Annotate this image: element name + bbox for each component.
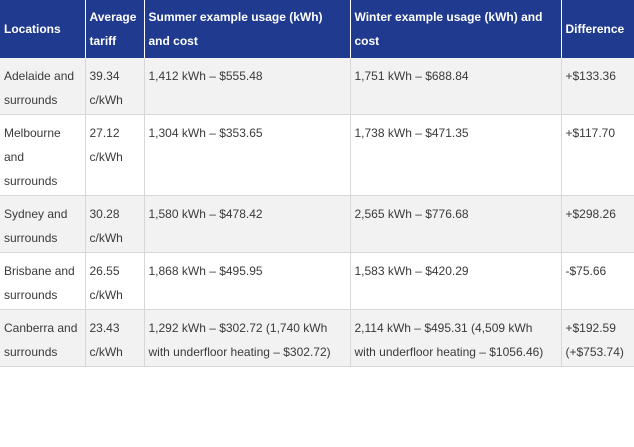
table-row: Brisbane and surrounds 26.55 c/kWh 1,868…: [0, 252, 634, 310]
header-average-tariff: Average tariff: [85, 0, 145, 58]
header-summer-usage: Summer example usage (kWh) and cost: [144, 0, 351, 58]
location-cell: Melbourne and surrounds: [0, 114, 86, 196]
winter-cell: 1,583 kWh – $420.29: [350, 252, 562, 310]
table-header-row: Locations Average tariff Summer example …: [0, 0, 634, 58]
difference-cell: +$133.36: [561, 58, 634, 115]
tariff-cell: 30.28 c/kWh: [85, 195, 145, 253]
summer-cell: 1,304 kWh – $353.65: [144, 114, 351, 196]
tariff-cell: 23.43 c/kWh: [85, 309, 145, 367]
winter-cell: 2,565 kWh – $776.68: [350, 195, 562, 253]
difference-cell: -$75.66: [561, 252, 634, 310]
difference-cell: +$192.59 (+$753.74): [561, 309, 634, 367]
winter-cell: 1,751 kWh – $688.84: [350, 58, 562, 115]
tariff-cell: 39.34 c/kWh: [85, 58, 145, 115]
table-row: Sydney and surrounds 30.28 c/kWh 1,580 k…: [0, 195, 634, 253]
location-cell: Adelaide and surrounds: [0, 58, 86, 115]
summer-cell: 1,412 kWh – $555.48: [144, 58, 351, 115]
energy-usage-table: Locations Average tariff Summer example …: [0, 0, 634, 367]
tariff-cell: 27.12 c/kWh: [85, 114, 145, 196]
summer-cell: 1,292 kWh – $302.72 (1,740 kWh with unde…: [144, 309, 351, 367]
table-row: Canberra and surrounds 23.43 c/kWh 1,292…: [0, 309, 634, 367]
location-cell: Brisbane and surrounds: [0, 252, 86, 310]
summer-cell: 1,580 kWh – $478.42: [144, 195, 351, 253]
table-row: Melbourne and surrounds 27.12 c/kWh 1,30…: [0, 114, 634, 196]
difference-cell: +$298.26: [561, 195, 634, 253]
tariff-cell: 26.55 c/kWh: [85, 252, 145, 310]
winter-cell: 1,738 kWh – $471.35: [350, 114, 562, 196]
winter-cell: 2,114 kWh – $495.31 (4,509 kWh with unde…: [350, 309, 562, 367]
location-cell: Canberra and surrounds: [0, 309, 86, 367]
header-locations: Locations: [0, 0, 86, 58]
table-row: Adelaide and surrounds 39.34 c/kWh 1,412…: [0, 58, 634, 115]
location-cell: Sydney and surrounds: [0, 195, 86, 253]
summer-cell: 1,868 kWh – $495.95: [144, 252, 351, 310]
header-difference: Difference: [561, 0, 634, 58]
header-winter-usage: Winter example usage (kWh) and cost: [350, 0, 562, 58]
difference-cell: +$117.70: [561, 114, 634, 196]
